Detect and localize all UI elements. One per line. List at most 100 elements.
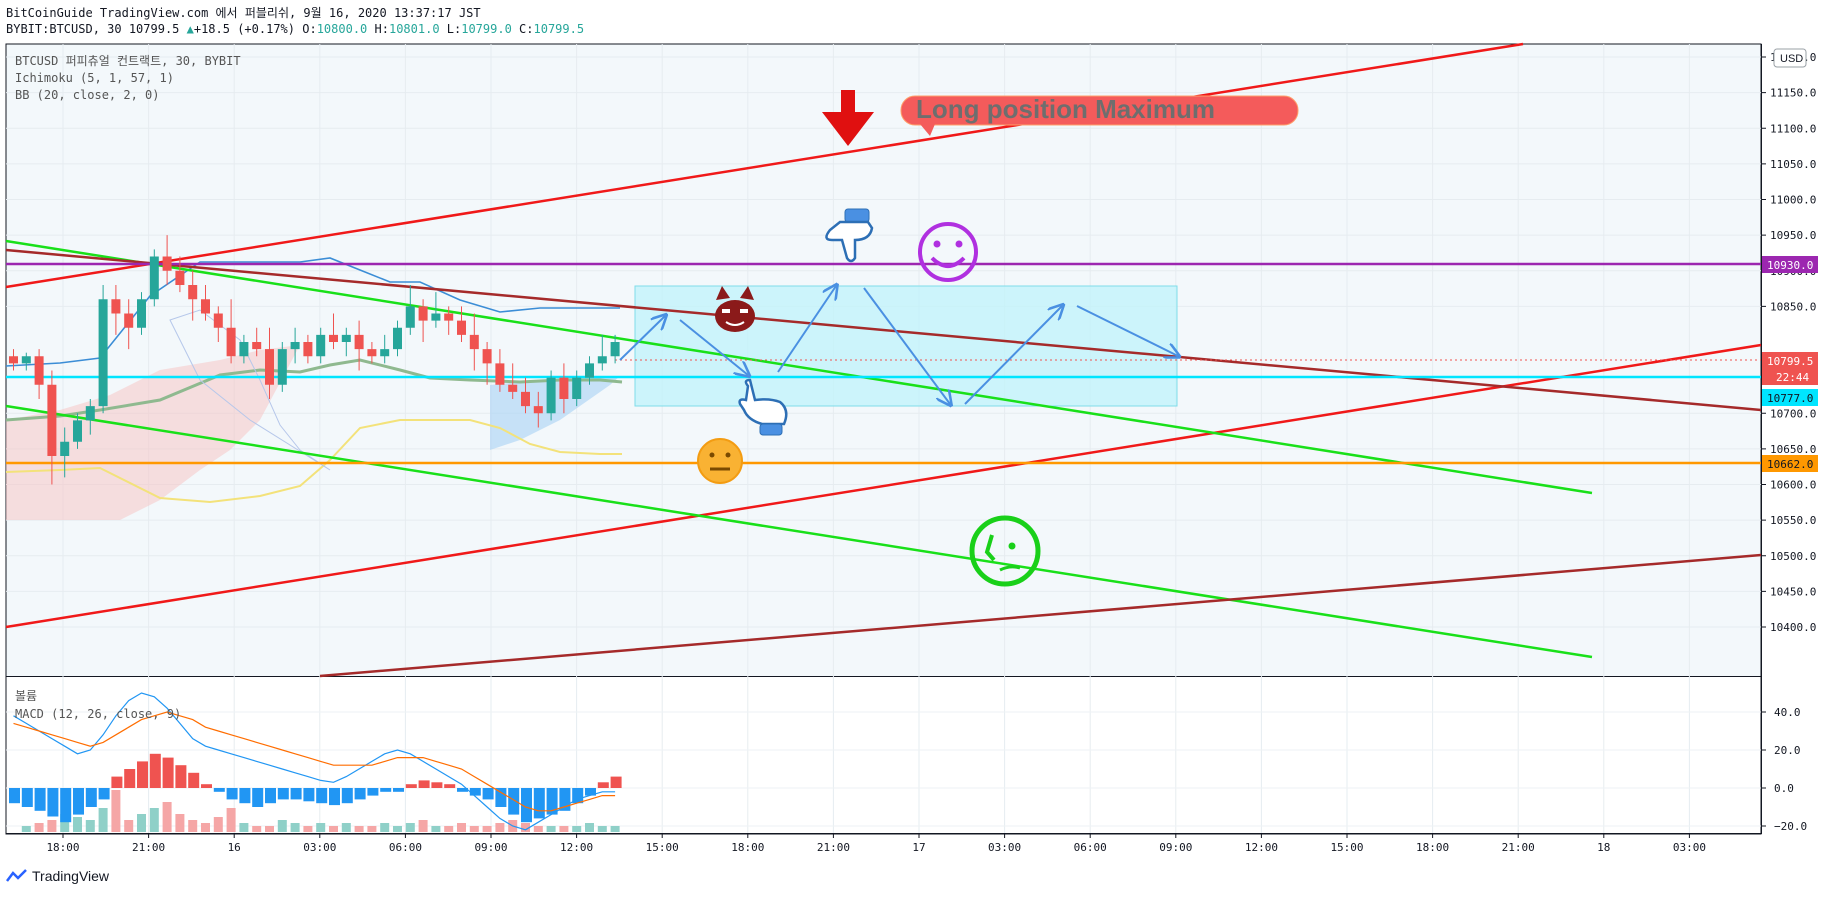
volume-bar bbox=[546, 826, 556, 832]
candle-body bbox=[201, 299, 210, 314]
candle-body bbox=[341, 334, 351, 342]
time-tick-label: 12:00 bbox=[560, 841, 593, 854]
currency-button[interactable]: USD bbox=[1773, 48, 1807, 68]
macd-histogram-bar bbox=[111, 776, 123, 788]
macd-axis[interactable]: 40.0 20.0 0.0 −20.0 bbox=[1761, 706, 1807, 833]
candle-body bbox=[213, 313, 223, 328]
macd-histogram-bar bbox=[380, 788, 392, 792]
bb-lower-line bbox=[5, 419, 622, 504]
volume-bar bbox=[98, 808, 108, 832]
annotation-text: Long position Maximum bbox=[916, 94, 1215, 124]
volume-bar bbox=[521, 823, 530, 832]
purple-tag bbox=[1762, 256, 1818, 273]
macd-histogram-bar bbox=[239, 788, 251, 804]
open-label: O: bbox=[302, 22, 317, 36]
publish-info: BitCoinGuide TradingView.com 에서 퍼블리쉬, 9월… bbox=[6, 6, 481, 20]
cyan-tag bbox=[1762, 389, 1818, 406]
volume-bar bbox=[418, 820, 428, 832]
macd-histogram-bar bbox=[73, 788, 84, 815]
macd-histogram-bar bbox=[85, 788, 97, 807]
time-axis[interactable]: 18:00 21:00 16 03:00 06:00 09:00 12:00 15:00 18:… bbox=[46, 833, 1706, 854]
volume-bar bbox=[572, 826, 582, 832]
macd-histogram-bar bbox=[21, 788, 33, 807]
legend-ichimoku: Ichimoku (5, 1, 57, 1) bbox=[15, 71, 174, 85]
price-tick-label: 10850.0 bbox=[1770, 300, 1816, 313]
price-tick-label: 11100.0 bbox=[1770, 122, 1816, 135]
time-tick-label: 16 bbox=[228, 841, 241, 854]
upper-red-trendline[interactable] bbox=[5, 42, 1524, 289]
lower-red-trendline[interactable] bbox=[5, 343, 1762, 629]
candle-body bbox=[175, 270, 185, 285]
candle-body bbox=[457, 320, 466, 335]
arrow-5 bbox=[964, 306, 1062, 405]
price-tick-label: 10700.0 bbox=[1770, 407, 1816, 420]
macd-histogram-bar bbox=[559, 788, 571, 811]
signal-line bbox=[13, 711, 616, 812]
orange-tag-label: 10662.0 bbox=[1767, 458, 1813, 471]
price-tick-label: 11050.0 bbox=[1770, 158, 1816, 171]
candle-body bbox=[149, 256, 159, 300]
volume-bar bbox=[431, 826, 441, 832]
candle-body bbox=[405, 306, 415, 328]
time-tick-label: 06:00 bbox=[1074, 841, 1107, 854]
macd-histogram-bar bbox=[546, 788, 558, 815]
orange-tag bbox=[1762, 455, 1818, 472]
lower-green-trendline[interactable] bbox=[5, 404, 1593, 659]
bb-basis-line bbox=[5, 358, 623, 422]
macd-histogram-bar bbox=[469, 788, 481, 796]
volume-bar bbox=[329, 826, 338, 832]
volume-bar bbox=[265, 826, 274, 832]
macd-histogram-bar bbox=[393, 788, 404, 792]
legend: BTCUSD 퍼피츄얼 컨트랙트, 30, BYBIT Ichimoku (5,… bbox=[15, 54, 241, 721]
candle-body bbox=[162, 256, 172, 271]
price-tick-label: 10650.0 bbox=[1770, 443, 1816, 456]
macd-histogram-bar bbox=[277, 788, 289, 800]
candle-body bbox=[47, 384, 57, 456]
upper-green-trendline[interactable] bbox=[5, 239, 1593, 495]
candle-body bbox=[610, 342, 620, 357]
volume-bar bbox=[162, 802, 172, 832]
macd-histogram-bar bbox=[226, 788, 238, 800]
annotation-callout[interactable]: Long position Maximum bbox=[900, 94, 1299, 136]
macd-pane[interactable] bbox=[6, 677, 1761, 833]
volume-bar bbox=[597, 826, 607, 832]
volume-bar bbox=[188, 820, 198, 832]
legend-bb: BB (20, close, 2, 0) bbox=[15, 88, 160, 102]
macd-tick-label: 40.0 bbox=[1774, 706, 1801, 719]
volume-bar bbox=[495, 823, 505, 832]
price-tick-label: 11150.0 bbox=[1770, 87, 1816, 100]
volume-bar bbox=[316, 823, 326, 832]
macd-histogram-bar bbox=[60, 788, 72, 823]
sad-face-icon bbox=[969, 515, 1041, 587]
price-axis[interactable]: 11200.011150.011100.011050.011000.010950… bbox=[1761, 51, 1816, 634]
macd-histogram-bar bbox=[405, 784, 417, 788]
macd-histogram-bar bbox=[521, 788, 532, 823]
macd-histogram-bar bbox=[303, 788, 315, 802]
macd-histogram-bar bbox=[137, 761, 148, 788]
lower-brown-trendline[interactable] bbox=[319, 553, 1762, 678]
volume-bar bbox=[585, 823, 594, 832]
time-tick-label: 18:00 bbox=[1416, 841, 1449, 854]
ichimoku-cloud-red bbox=[6, 345, 300, 520]
header-line-1: BitCoinGuide TradingView.com 에서 퍼블리쉬, 9월… bbox=[6, 4, 481, 21]
macd-histogram-bar bbox=[585, 788, 596, 796]
candle-body bbox=[546, 377, 556, 414]
macd-histogram-bar bbox=[457, 788, 468, 792]
projection-arrows[interactable] bbox=[619, 286, 1178, 405]
volume-bar bbox=[47, 820, 57, 832]
candle-body bbox=[559, 377, 569, 399]
tradingview-logo[interactable]: TradingView bbox=[6, 868, 109, 884]
upper-brown-trendline[interactable] bbox=[5, 248, 1762, 412]
candle-body bbox=[585, 363, 594, 378]
volume-bar bbox=[124, 820, 134, 832]
candle-body bbox=[85, 406, 95, 421]
macd-histogram-bar bbox=[188, 772, 200, 788]
down-arrow-icon bbox=[822, 90, 874, 146]
volume-bar bbox=[533, 826, 543, 832]
price-tick-label: 10950.0 bbox=[1770, 229, 1816, 242]
close-label: C: bbox=[519, 22, 534, 36]
volume-bar bbox=[73, 817, 82, 832]
macd-histogram-bar bbox=[508, 788, 520, 815]
macd-histogram-bar bbox=[34, 788, 46, 811]
